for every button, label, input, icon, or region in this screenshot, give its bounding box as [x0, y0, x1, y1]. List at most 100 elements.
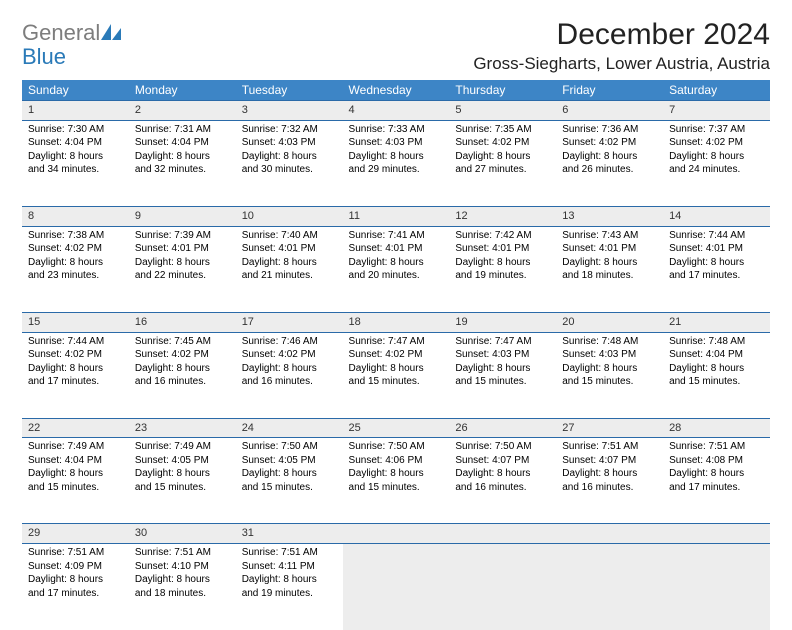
day-cell: Sunrise: 7:49 AMSunset: 4:05 PMDaylight:…: [129, 438, 236, 524]
daylight-line: and 32 minutes.: [135, 163, 230, 177]
sunrise-line: Sunrise: 7:51 AM: [242, 546, 337, 560]
sunrise-line: Sunrise: 7:40 AM: [242, 229, 337, 243]
sunset-line: Sunset: 4:01 PM: [242, 242, 337, 256]
week-row: Sunrise: 7:51 AM Sunset: 4:09 PM Daylight:…: [22, 544, 770, 630]
day-number-cell: 12: [449, 206, 556, 226]
sunset-line: Sunset: 4:01 PM: [455, 242, 550, 256]
sunset-line: Sunset: 4:01 PM: [669, 242, 764, 256]
day-cell: Sunrise: 7:33 AMSunset: 4:03 PMDaylight:…: [343, 120, 450, 206]
daylight-line: Daylight: 8 hours: [349, 362, 444, 376]
daylight-line: and 34 minutes.: [28, 163, 123, 177]
sunrise-line: Sunrise: 7:43 AM: [562, 229, 657, 243]
daylight-line: and 15 minutes.: [669, 375, 764, 389]
day-number-cell: 29: [22, 524, 129, 544]
week-row: Sunrise: 7:49 AMSunset: 4:04 PMDaylight:…: [22, 438, 770, 524]
day-number-cell: 31: [236, 524, 343, 544]
day-cell: Sunrise: 7:51 AMSunset: 4:10 PMDaylight:…: [129, 544, 236, 630]
sunrise-line: Sunrise: 7:50 AM: [349, 440, 444, 454]
daylight-line: Daylight: 8 hours: [242, 362, 337, 376]
daylight-line: Daylight: 8 hours: [135, 150, 230, 164]
sunrise-line: Sunrise: 7:48 AM: [669, 335, 764, 349]
sunset-line: Sunset: 4:01 PM: [135, 242, 230, 256]
day-cell: Sunrise: 7:38 AMSunset: 4:02 PMDaylight:…: [22, 226, 129, 312]
daylight-line: and 20 minutes.: [349, 269, 444, 283]
sunset-line: Sunset: 4:09 PM: [28, 560, 123, 574]
day-cell: Sunrise: 7:31 AMSunset: 4:04 PMDaylight:…: [129, 120, 236, 206]
daylight-line: Daylight: 8 hours: [349, 256, 444, 270]
sunrise-line: Sunrise: 7:39 AM: [135, 229, 230, 243]
week-row: Sunrise: 7:38 AMSunset: 4:02 PMDaylight:…: [22, 226, 770, 312]
day-cell: Sunrise: 7:44 AMSunset: 4:02 PMDaylight:…: [22, 332, 129, 418]
daylight-line: Daylight: 8 hours: [669, 467, 764, 481]
day-number-cell: [343, 524, 450, 544]
day-cell: Sunrise: 7:50 AMSunset: 4:06 PMDaylight:…: [343, 438, 450, 524]
day-number-cell: 21: [663, 312, 770, 332]
day-cell: Sunrise: 7:43 AMSunset: 4:01 PMDaylight:…: [556, 226, 663, 312]
day-cell: Sunrise: 7:46 AMSunset: 4:02 PMDaylight:…: [236, 332, 343, 418]
daylight-line: and 16 minutes.: [562, 481, 657, 495]
daylight-line: Daylight: 8 hours: [242, 150, 337, 164]
day-number-cell: 3: [236, 101, 343, 121]
sunrise-line: Sunrise: 7:50 AM: [455, 440, 550, 454]
day-number-cell: 27: [556, 418, 663, 438]
day-number-cell: 10: [236, 206, 343, 226]
day-cell: Sunrise: 7:42 AMSunset: 4:01 PMDaylight:…: [449, 226, 556, 312]
sunset-line: Sunset: 4:08 PM: [669, 454, 764, 468]
day-number-cell: 16: [129, 312, 236, 332]
daylight-line: and 15 minutes.: [349, 481, 444, 495]
sunrise-line: Sunrise: 7:46 AM: [242, 335, 337, 349]
day-cell: Sunrise: 7:36 AMSunset: 4:02 PMDaylight:…: [556, 120, 663, 206]
daylight-line: Daylight: 8 hours: [242, 573, 337, 587]
daylight-line: Daylight: 8 hours: [562, 256, 657, 270]
month-title: December 2024: [473, 18, 770, 52]
day-cell: Sunrise: 7:37 AMSunset: 4:02 PMDaylight:…: [663, 120, 770, 206]
sunset-line: Sunset: 4:04 PM: [135, 136, 230, 150]
sunset-line: Sunset: 4:10 PM: [135, 560, 230, 574]
weekday-header: Thursday: [449, 80, 556, 101]
day-number-cell: 24: [236, 418, 343, 438]
daylight-line: and 29 minutes.: [349, 163, 444, 177]
daylight-line: and 26 minutes.: [562, 163, 657, 177]
logo-word-row: General: [22, 22, 121, 44]
daylight-line: and 19 minutes.: [455, 269, 550, 283]
weekday-header: Sunday: [22, 80, 129, 101]
daylight-line: and 30 minutes.: [242, 163, 337, 177]
day-number-cell: 6: [556, 101, 663, 121]
day-number-row: 1234567: [22, 101, 770, 121]
day-number-cell: 18: [343, 312, 450, 332]
sunset-line: Sunset: 4:04 PM: [28, 454, 123, 468]
day-number-cell: 4: [343, 101, 450, 121]
sunset-line: Sunset: 4:02 PM: [28, 348, 123, 362]
day-cell: Sunrise: 7:48 AMSunset: 4:04 PMDaylight:…: [663, 332, 770, 418]
day-number-cell: [556, 524, 663, 544]
day-cell: Sunrise: 7:51 AMSunset: 4:08 PMDaylight:…: [663, 438, 770, 524]
day-number-cell: 23: [129, 418, 236, 438]
sunrise-line: Sunrise: 7:49 AM: [135, 440, 230, 454]
daylight-line: Daylight: 8 hours: [669, 150, 764, 164]
weekday-header: Friday: [556, 80, 663, 101]
logo-sail-icon: [101, 24, 121, 44]
daylight-line: Daylight: 8 hours: [242, 467, 337, 481]
daylight-line: Daylight: 8 hours: [455, 362, 550, 376]
daylight-line: Daylight: 8 hours: [669, 362, 764, 376]
daylight-line: Daylight: 8 hours: [455, 467, 550, 481]
day-cell: Sunrise: 7:32 AMSunset: 4:03 PMDaylight:…: [236, 120, 343, 206]
weekday-header: Tuesday: [236, 80, 343, 101]
daylight-line: Daylight: 8 hours: [242, 256, 337, 270]
day-cell: [449, 544, 556, 630]
day-number-cell: 7: [663, 101, 770, 121]
daylight-line: and 27 minutes.: [455, 163, 550, 177]
day-cell: Sunrise: 7:45 AMSunset: 4:02 PMDaylight:…: [129, 332, 236, 418]
sunset-line: Sunset: 4:02 PM: [28, 242, 123, 256]
sunrise-line: Sunrise: 7:49 AM: [28, 440, 123, 454]
day-number-cell: 14: [663, 206, 770, 226]
day-number-cell: 5: [449, 101, 556, 121]
day-number-cell: 22: [22, 418, 129, 438]
daylight-line: and 22 minutes.: [135, 269, 230, 283]
day-cell: Sunrise: 7:41 AMSunset: 4:01 PMDaylight:…: [343, 226, 450, 312]
sunset-line: Sunset: 4:02 PM: [669, 136, 764, 150]
day-cell: Sunrise: 7:39 AMSunset: 4:01 PMDaylight:…: [129, 226, 236, 312]
daylight-line: and 17 minutes.: [28, 375, 123, 389]
daylight-line: Daylight: 8 hours: [28, 256, 123, 270]
daylight-line: Daylight: 8 hours: [135, 467, 230, 481]
